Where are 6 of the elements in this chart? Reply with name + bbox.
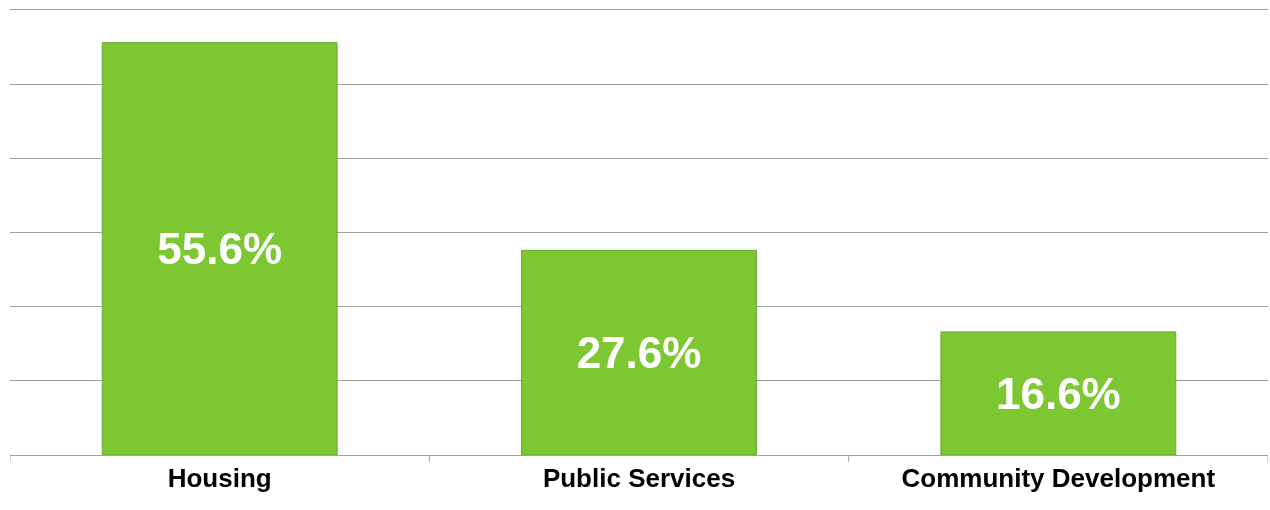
x-tick-label: Public Services (542, 463, 736, 494)
x-tick-label: Housing (167, 463, 272, 494)
data-label: 27.6% (576, 328, 702, 378)
data-label: 16.6% (995, 368, 1121, 418)
x-tick-label: Community Development (901, 463, 1216, 494)
data-label: 55.6% (157, 224, 283, 274)
